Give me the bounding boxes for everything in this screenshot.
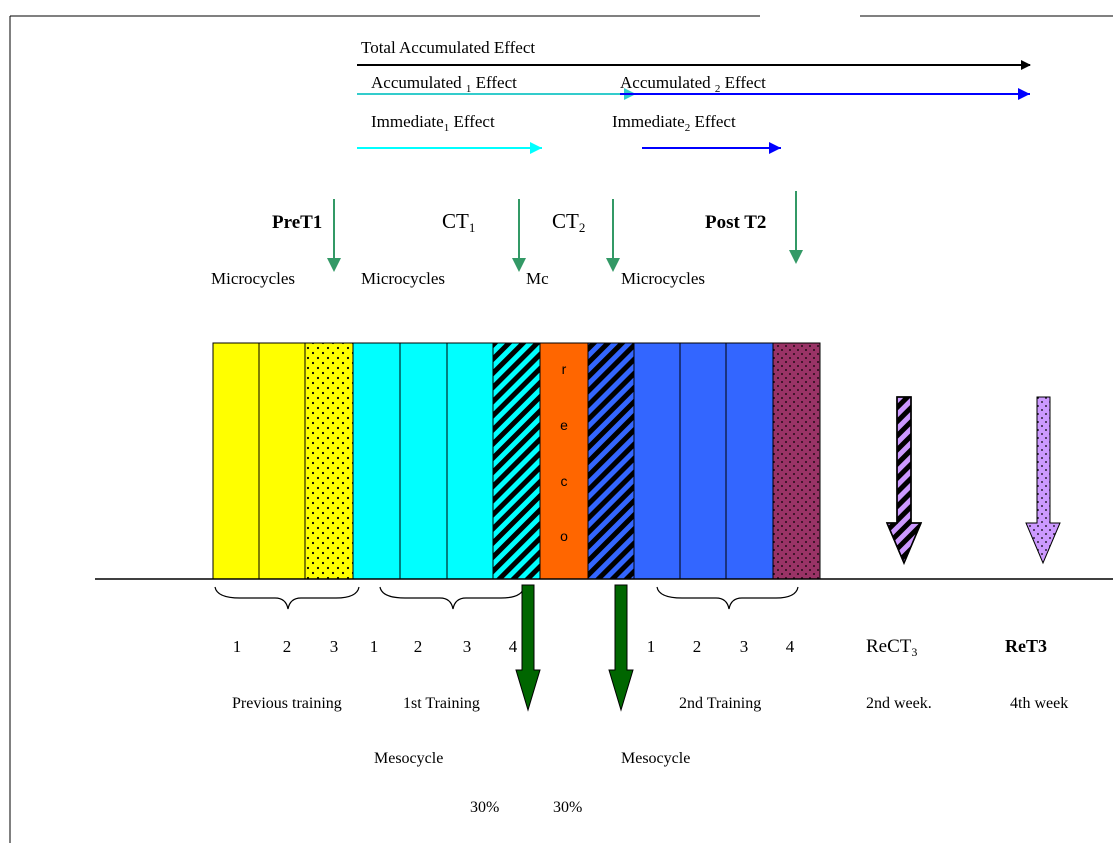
num-prev-1: 1 [233,637,242,656]
ret3-label: ReT3 [1005,636,1047,656]
reco-letter-r: r [562,361,567,377]
mc-label: Mc [526,269,549,288]
num-first-3: 3 [463,637,472,656]
accumulated2-effect-label: Accumulated 2 Effect [620,73,766,95]
postt2-label: Post T2 [705,212,766,233]
block-first-4-stripes [492,342,541,580]
num-second-3: 3 [740,637,749,656]
second-week-label: 2nd week. [866,695,932,712]
mesocycle-label-second: Mesocycle [621,750,690,767]
immediate1-arrowhead [530,142,542,154]
total-effect-label: Total Accumulated Effect [361,38,535,57]
ct2-big-green-arrow [608,584,634,712]
block-first-3 [446,342,494,580]
block-prev-1 [212,342,260,580]
microcycles-label-previous: Microcycles [211,269,295,288]
accumulated2-arrowhead [1018,88,1030,100]
block-second-0-stripes [587,342,635,580]
brace-second [656,586,799,610]
ret3-block-arrow [1025,396,1061,565]
reco-letter-o: o [560,528,568,544]
ct1-label: CT1 [442,209,475,235]
immediate2-effect-label: Immediate2 Effect [612,112,736,134]
num-first-2: 2 [414,637,423,656]
microcycles-label-second: Microcycles [621,269,705,288]
pret1-label: PreT1 [272,212,322,233]
block-second-3 [725,342,774,580]
microcycles-label-first: Microcycles [361,269,445,288]
second-training-label: 2nd Training [679,695,761,712]
block-first-training [352,342,541,580]
percent-label-1: 30% [470,799,499,816]
pret1-down-arrow [327,199,341,272]
num-second-1: 1 [647,637,656,656]
brace-previous [214,586,360,610]
first-training-label: 1st Training [403,695,480,712]
num-first-1: 1 [370,637,379,656]
previous-training-label: Previous training [232,695,342,712]
ct1-down-arrow [512,199,526,272]
num-second-4: 4 [786,637,795,656]
num-prev-2: 2 [283,637,292,656]
block-second-1 [633,342,681,580]
rect3-label: ReCT3 [866,636,917,659]
block-second-training [587,342,821,580]
num-second-2: 2 [693,637,702,656]
block-second-4-dots [772,342,821,580]
block-first-2 [399,342,448,580]
ct2-down-arrow [606,199,620,272]
ct2-label: CT2 [552,209,585,235]
block-second-2 [679,342,727,580]
brace-first [379,586,525,610]
fourth-week-label: 4th week [1010,695,1068,712]
block-prev-2 [258,342,306,580]
rect3-block-arrow [885,396,923,565]
block-recovery: r e c o [539,342,589,580]
ct1-big-green-arrow [515,584,541,712]
block-first-1 [352,342,401,580]
block-previous-training [212,342,354,580]
reco-letter-c: c [561,473,568,489]
immediate1-effect-label: Immediate1 Effect [371,112,495,134]
num-prev-3: 3 [330,637,339,656]
percent-label-2: 30% [553,799,582,816]
immediate2-arrowhead [769,142,781,154]
num-first-4: 4 [509,637,518,656]
reco-letter-e: e [560,417,568,433]
accumulated1-effect-label: Accumulated 1 Effect [371,73,517,95]
postt2-down-arrow [789,191,803,264]
block-reco [539,342,589,580]
block-prev-3-dots [304,342,354,580]
mesocycle-label-first: Mesocycle [374,750,443,767]
